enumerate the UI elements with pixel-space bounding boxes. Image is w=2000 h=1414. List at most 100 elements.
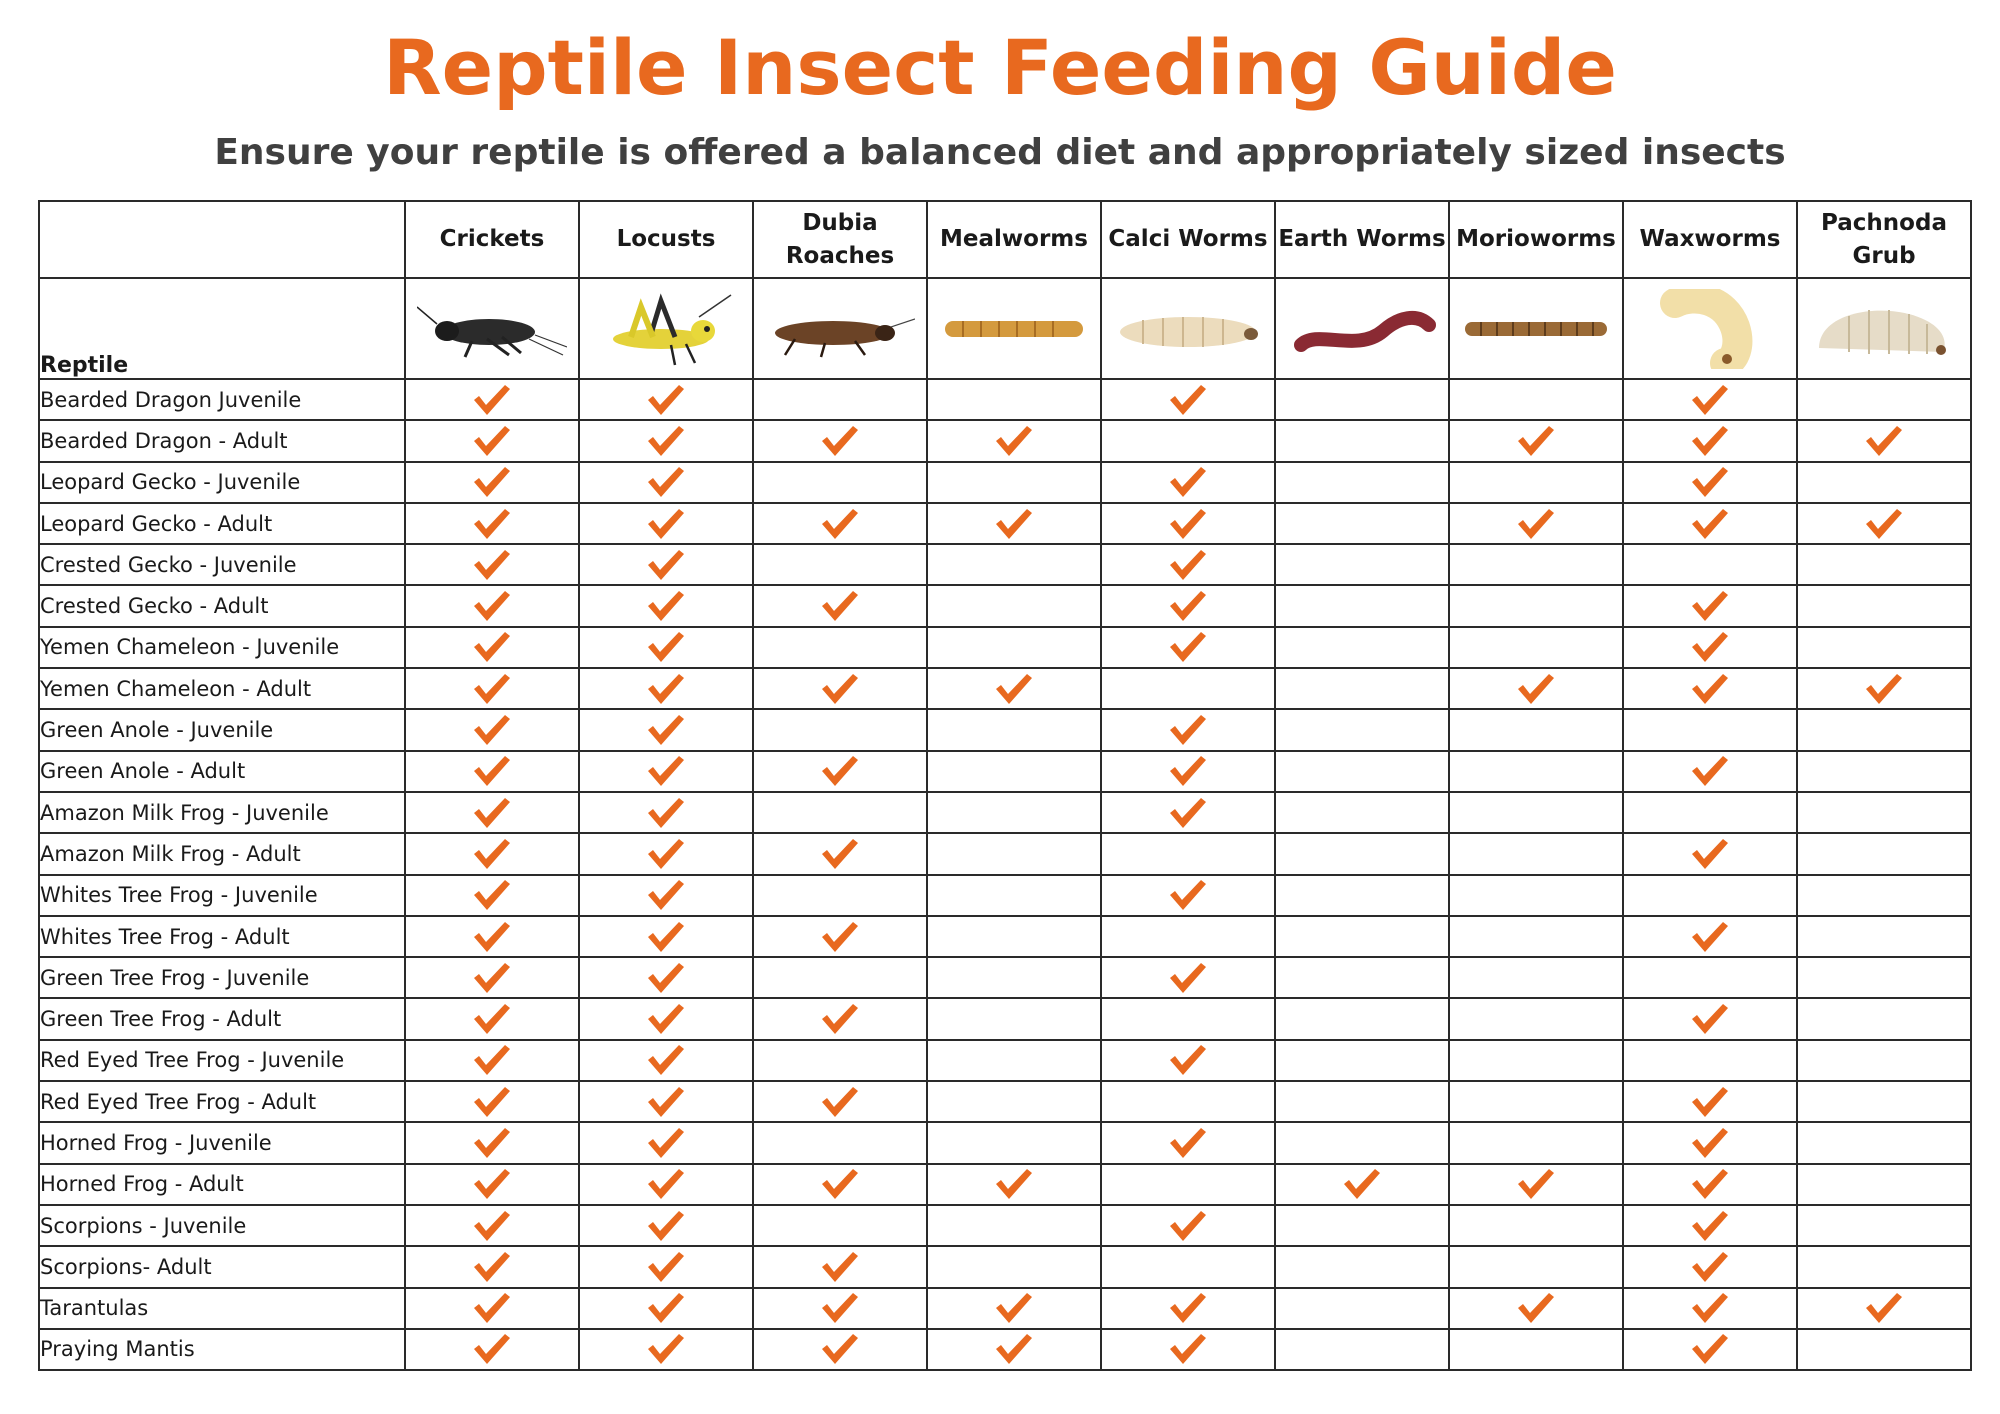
check-cell-locusts: [578, 1080, 754, 1124]
check-cell-morioworms: [1448, 625, 1624, 670]
check-cell-dubia-roaches: [752, 501, 928, 546]
orange-checkmark-icon: [1170, 508, 1206, 539]
check-cell-crickets: [404, 1080, 580, 1124]
check-cell-mealworms: [926, 873, 1102, 917]
orange-checkmark-icon: [1170, 715, 1206, 746]
cricket-image: [417, 305, 567, 358]
check-cell-dubia-roaches: [752, 1162, 928, 1206]
check-cell-calci-worms: [1100, 543, 1276, 587]
orange-checkmark-icon: [1170, 1210, 1206, 1241]
reptile-name: Red Eyed Tree Frog - Juvenile: [38, 1038, 406, 1083]
check-cell-waxworms: [1622, 1245, 1798, 1289]
check-cell-earth-worms: [1274, 832, 1450, 876]
check-cell-waxworms: [1622, 1121, 1798, 1165]
orange-checkmark-icon: [648, 1045, 684, 1076]
check-cell-pachnoda-grub: [1796, 873, 1972, 917]
check-cell-mealworms: [926, 832, 1102, 876]
orange-checkmark-icon: [474, 384, 510, 415]
orange-checkmark-icon: [822, 1293, 858, 1324]
check-cell-morioworms: [1448, 501, 1624, 546]
check-cell-morioworms: [1448, 749, 1624, 793]
table-row: Scorpions - Juvenile: [38, 1203, 1972, 1248]
check-cell-waxworms: [1622, 1080, 1798, 1124]
reptile-name: Praying Mantis: [38, 1327, 406, 1372]
check-cell-locusts: [578, 873, 754, 917]
check-cell-calci-worms: [1100, 625, 1276, 670]
check-cell-earth-worms: [1274, 1121, 1450, 1165]
check-cell-locusts: [578, 914, 754, 959]
table-row: Praying Mantis: [38, 1327, 1972, 1372]
table-row: Green Anole - Juvenile: [38, 708, 1972, 752]
check-cell-pachnoda-grub: [1796, 584, 1972, 628]
check-cell-calci-worms: [1100, 584, 1276, 628]
check-cell-mealworms: [926, 419, 1102, 463]
orange-checkmark-icon: [474, 1334, 510, 1365]
check-cell-dubia-roaches: [752, 790, 928, 835]
reptile-name: Whites Tree Frog - Adult: [38, 914, 406, 959]
reptile-name: Green Tree Frog - Juvenile: [38, 956, 406, 1000]
check-cell-mealworms: [926, 584, 1102, 628]
reptile-name: Scorpions- Adult: [38, 1245, 406, 1289]
check-cell-dubia-roaches: [752, 667, 928, 711]
orange-checkmark-icon: [1170, 1127, 1206, 1158]
orange-checkmark-icon: [1692, 921, 1728, 952]
orange-checkmark-icon: [474, 1127, 510, 1158]
check-cell-calci-worms: [1100, 873, 1276, 917]
orange-checkmark-icon: [648, 1334, 684, 1365]
dubia-roach-image: [775, 317, 915, 357]
table-row: Green Tree Frog - Juvenile: [38, 956, 1972, 1000]
orange-checkmark-icon: [648, 673, 684, 704]
orange-checkmark-icon: [996, 425, 1032, 456]
check-cell-waxworms: [1622, 1203, 1798, 1248]
check-cell-mealworms: [926, 1121, 1102, 1165]
waxworm-image: [1660, 288, 1753, 369]
check-cell-morioworms: [1448, 1121, 1624, 1165]
orange-checkmark-icon: [1344, 1169, 1380, 1200]
orange-checkmark-icon: [1692, 838, 1728, 869]
check-cell-calci-worms: [1100, 749, 1276, 793]
check-cell-locusts: [578, 1327, 754, 1372]
orange-checkmark-icon: [1170, 880, 1206, 911]
check-cell-morioworms: [1448, 419, 1624, 463]
check-cell-pachnoda-grub: [1796, 749, 1972, 793]
check-cell-crickets: [404, 1245, 580, 1289]
earth-worm-image: [1294, 310, 1436, 352]
orange-checkmark-icon: [648, 1127, 684, 1158]
check-cell-earth-worms: [1274, 419, 1450, 463]
check-cell-waxworms: [1622, 914, 1798, 959]
check-cell-calci-worms: [1100, 1203, 1276, 1248]
table-row: Amazon Milk Frog - Juvenile: [38, 790, 1972, 835]
check-cell-earth-worms: [1274, 1327, 1450, 1372]
check-cell-waxworms: [1622, 873, 1798, 917]
orange-checkmark-icon: [822, 1334, 858, 1365]
check-cell-crickets: [404, 460, 580, 504]
table-row: Leopard Gecko - Juvenile: [38, 460, 1972, 504]
table-row: Red Eyed Tree Frog - Adult: [38, 1080, 1972, 1124]
check-cell-earth-worms: [1274, 625, 1450, 670]
check-cell-morioworms: [1448, 708, 1624, 752]
column-header-waxworms: Waxworms: [1622, 200, 1798, 279]
orange-checkmark-icon: [1170, 632, 1206, 663]
orange-checkmark-icon: [1170, 591, 1206, 622]
check-cell-earth-worms: [1274, 790, 1450, 835]
orange-checkmark-icon: [474, 838, 510, 869]
check-cell-calci-worms: [1100, 956, 1276, 1000]
check-cell-dubia-roaches: [752, 1038, 928, 1083]
check-cell-calci-worms: [1100, 1327, 1276, 1372]
orange-checkmark-icon: [648, 425, 684, 456]
check-cell-calci-worms: [1100, 1286, 1276, 1330]
orange-checkmark-icon: [648, 715, 684, 746]
orange-checkmark-icon: [1692, 632, 1728, 663]
table-row: Crested Gecko - Juvenile: [38, 543, 1972, 587]
check-cell-pachnoda-grub: [1796, 997, 1972, 1041]
check-cell-earth-worms: [1274, 667, 1450, 711]
orange-checkmark-icon: [1170, 384, 1206, 415]
reptile-rows: Bearded Dragon Juvenile Bearded Dragon - …: [38, 377, 1972, 1372]
check-cell-pachnoda-grub: [1796, 377, 1972, 422]
orange-checkmark-icon: [474, 797, 510, 828]
orange-checkmark-icon: [474, 425, 510, 456]
check-cell-mealworms: [926, 1286, 1102, 1330]
check-cell-locusts: [578, 625, 754, 670]
check-cell-waxworms: [1622, 543, 1798, 587]
orange-checkmark-icon: [474, 1293, 510, 1324]
